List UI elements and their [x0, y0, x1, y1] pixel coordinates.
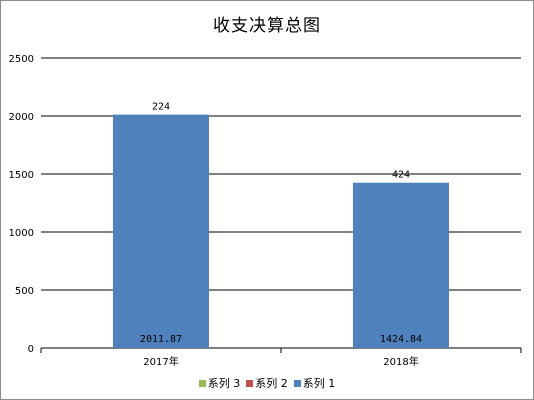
legend-item-series-2: 系列 2 — [246, 375, 288, 391]
x-tick-label: 2018年 — [383, 355, 418, 368]
chart-title: 收支决算总图 — [213, 16, 321, 36]
y-tick-label: 500 — [15, 286, 34, 297]
y-tick-label: 1500 — [9, 170, 34, 181]
legend-label-series-3: 系列 3 — [207, 377, 241, 390]
legend-swatch-series-3 — [198, 379, 206, 387]
legend: 系列 3 系列 2 系列 1 — [1, 375, 533, 391]
y-tick-label: 0 — [28, 344, 34, 355]
legend-label-series-2: 系列 2 — [255, 377, 288, 390]
y-tick-label: 1000 — [9, 228, 34, 239]
legend-swatch-series-2 — [246, 379, 254, 387]
bar-value-label: 2011.87 — [140, 334, 182, 345]
bar-chart-plot: 0 500 1000 1500 2000 2500 224 2011.87 2017年 424 14… — [9, 54, 522, 368]
y-tick-label: 2000 — [9, 112, 34, 123]
bar-top-label: 224 — [152, 102, 170, 113]
bar-value-label: 1424.84 — [380, 334, 422, 345]
bar-2017年 — [113, 114, 209, 348]
legend-label-series-1: 系列 1 — [302, 377, 336, 390]
bar-top-label: 424 — [392, 170, 410, 181]
legend-swatch-series-1 — [293, 379, 301, 387]
legend-item-series-3: 系列 3 — [198, 375, 241, 391]
legend-item-series-1: 系列 1 — [293, 375, 336, 391]
y-tick-label: 2500 — [9, 54, 34, 65]
x-tick-label: 2017年 — [143, 355, 178, 368]
bar-2018年 — [353, 182, 449, 348]
